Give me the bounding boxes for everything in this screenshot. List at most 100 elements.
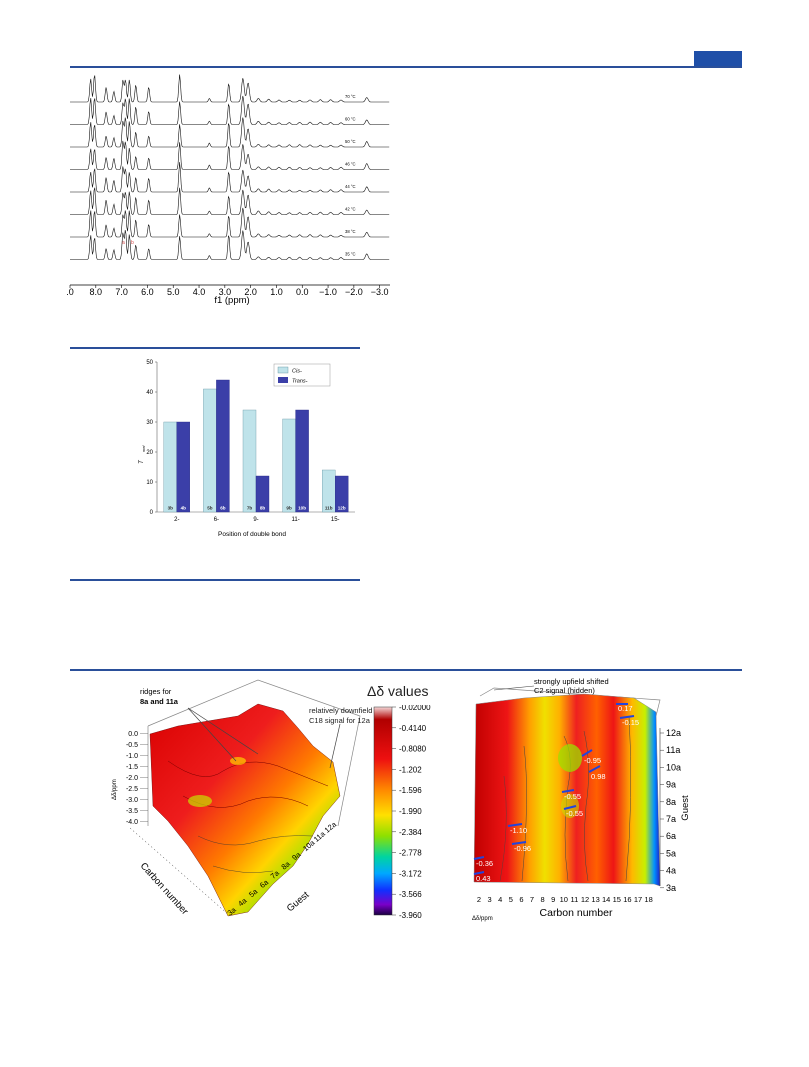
surface-right-x-tick: 4 [498,895,502,904]
surface-left-x-label: Carbon number [138,861,190,917]
section-tag [694,51,742,66]
bar-trans [255,475,270,513]
bar-chart: 0 10 20 30 40 50 3b 4b 5b 6b 7b 8b 9b 10b 11b 12b 2- 6-… [139,360,355,538]
bar-cis [242,409,257,513]
surface-right-marker-line [473,856,485,860]
surface-right-guest-tick: 4a [666,866,676,876]
bar-cis [203,388,217,513]
surface-left-z-tick: 0.0 [128,731,138,738]
bar-y-tick-label: 50 [146,360,153,366]
nmr-temperature-label: 70 °C [345,94,356,99]
nmr-x-tick-label: 7.0 [115,287,128,297]
surface-right-guest-tick: 7a [666,814,676,824]
surface-right-x-tick: 16 [623,895,631,904]
surface-left-z-tick: -2.0 [126,775,138,782]
bar-y-tick-label: 10 [146,480,153,486]
legend-cis: Cis- [292,369,302,375]
surface-right-x-tick: 7 [530,895,534,904]
surface-left-body [149,703,341,917]
annot-upfield-line2: C2 signal (hidden) [534,686,595,695]
bar-compound-label: 9b [286,506,292,511]
surface-right-value-label: -1.10 [510,826,527,835]
surface-right-marker-line [473,871,485,875]
surface-right-value-label: -0.36 [476,859,493,868]
nmr-x-label: f1 (ppm) [214,295,249,306]
surface-right-x-tick: 8 [541,895,545,904]
header-rule [70,66,742,68]
nmr-trace [70,117,390,148]
surface-left-z-tick: -3.0 [126,797,138,804]
nmr-x-tick-label: −3.0 [371,287,389,297]
surface-right-value-label: -0.96 [514,844,531,853]
nmr-x-tick-label: .0 [66,287,74,297]
nmr-trace [70,229,390,260]
surface-right-body [473,693,661,887]
colorbar-tick-label: -1.596 [399,786,422,795]
nmr-temperature-label: 42 °C [345,207,356,212]
surface-right-value-markers: 0.17 -0.15 -0.95 0.98 -0.55 -0.55 -1.10 -0.96 -0… [473,703,639,883]
surface-figure-rule [70,669,742,671]
bar-cis [163,421,177,513]
colorbar-tick-label: -0.8080 [399,745,427,754]
surface-right-guest-tick: 3a [666,883,676,893]
bar-category-label: 15- [331,517,340,523]
surface-right-x-tick: 13 [591,895,599,904]
legend-trans: Trans- [292,379,308,385]
bar-trans [295,409,309,513]
nmr-marker-a: a [122,240,125,246]
surface-right-value-label: -0.15 [622,718,639,727]
surface-right-x-tick: 5 [509,895,513,904]
annot-ridges-bold: 8a and 11a [140,697,179,706]
surface-right-value-label: -0.95 [584,756,601,765]
bar-y-tick-label: 30 [146,420,153,426]
bar-trans [176,421,190,513]
nmr-trace [70,207,390,238]
surface-right-x-tick: 9 [551,895,555,904]
surface-right-x-tick: 6 [519,895,523,904]
nmr-x-tick-label: 1.0 [270,287,283,297]
colorbar-tick-label: -1.202 [399,765,422,774]
surface-left-z-tick: -2.5 [126,786,138,793]
surface-left-y-label: Guest [285,889,312,914]
nmr-temperature-label: 38 °C [345,229,356,234]
bar-trans [216,379,230,513]
surface-left-guest-tick: 12a [323,819,339,834]
annot-c18-line2: C18 signal for 12a [309,716,370,725]
surface-right-marker-line [563,805,577,810]
bar-y-tick-label: 0 [150,510,154,516]
surface-right-x-label: Carbon number [540,907,613,919]
nmr-temperature-label: 60 °C [345,117,356,122]
colorbar-tick-label: -3.172 [399,869,422,878]
nmr-x-tick-label: 4.0 [193,287,206,297]
bar-categories: 2- 6- 9- 11- 15- [174,517,339,523]
surface-right-value-label: 0.98 [591,772,606,781]
bar-compound-label: 6b [220,506,226,511]
surface-right-x-tick: 3 [488,895,492,904]
surface-right-guest-tick: 5a [666,848,676,858]
surface-left-z-tick: -0.5 [126,742,138,749]
surface-right-marker-line [507,823,523,827]
bar-y-tick-label: 40 [146,390,153,396]
surface-left-z-tick: -3.5 [126,808,138,815]
colorbar: -0.02000 -0.4140 -0.8080 -1.202 -1.596 -1.990… [373,705,431,919]
surface-right-x-tick: 17 [634,895,642,904]
bar-compound-label: 10b [298,506,306,511]
bar-compound-label: 5b [207,506,213,511]
surface-right-value-label: 0.17 [618,704,633,713]
nmr-x-tick-label: 8.0 [90,287,103,297]
colorbar-title: Δδ values [367,683,429,699]
nmr-x-tick-label: 0.0 [296,287,309,297]
surface-right-value-label: 0.43 [476,874,491,883]
nmr-spectra-figure: 70 °C 60 °C 50 °C 46 °C 44 °C 42 °C 38 °C 35 °C… [66,74,390,306]
surface-right-x-tick: 18 [644,895,652,904]
surface-right-marker-line [511,841,527,845]
annot-c18-text: relatively downfield C18 signal for 12a [309,706,387,726]
colorbar-tick-label: -2.384 [399,828,422,837]
nmr-temperature-label: 35 °C [345,252,356,257]
bar-compound-label: 3b [168,506,174,511]
colorbar-ticks: -0.02000 -0.4140 -0.8080 -1.202 -1.596 -1.990… [392,705,431,919]
bar-cis [282,418,296,513]
annot-ridges-line1: ridges for [140,687,172,696]
bar-category-label: 9- [253,517,258,523]
nmr-traces [70,74,390,260]
